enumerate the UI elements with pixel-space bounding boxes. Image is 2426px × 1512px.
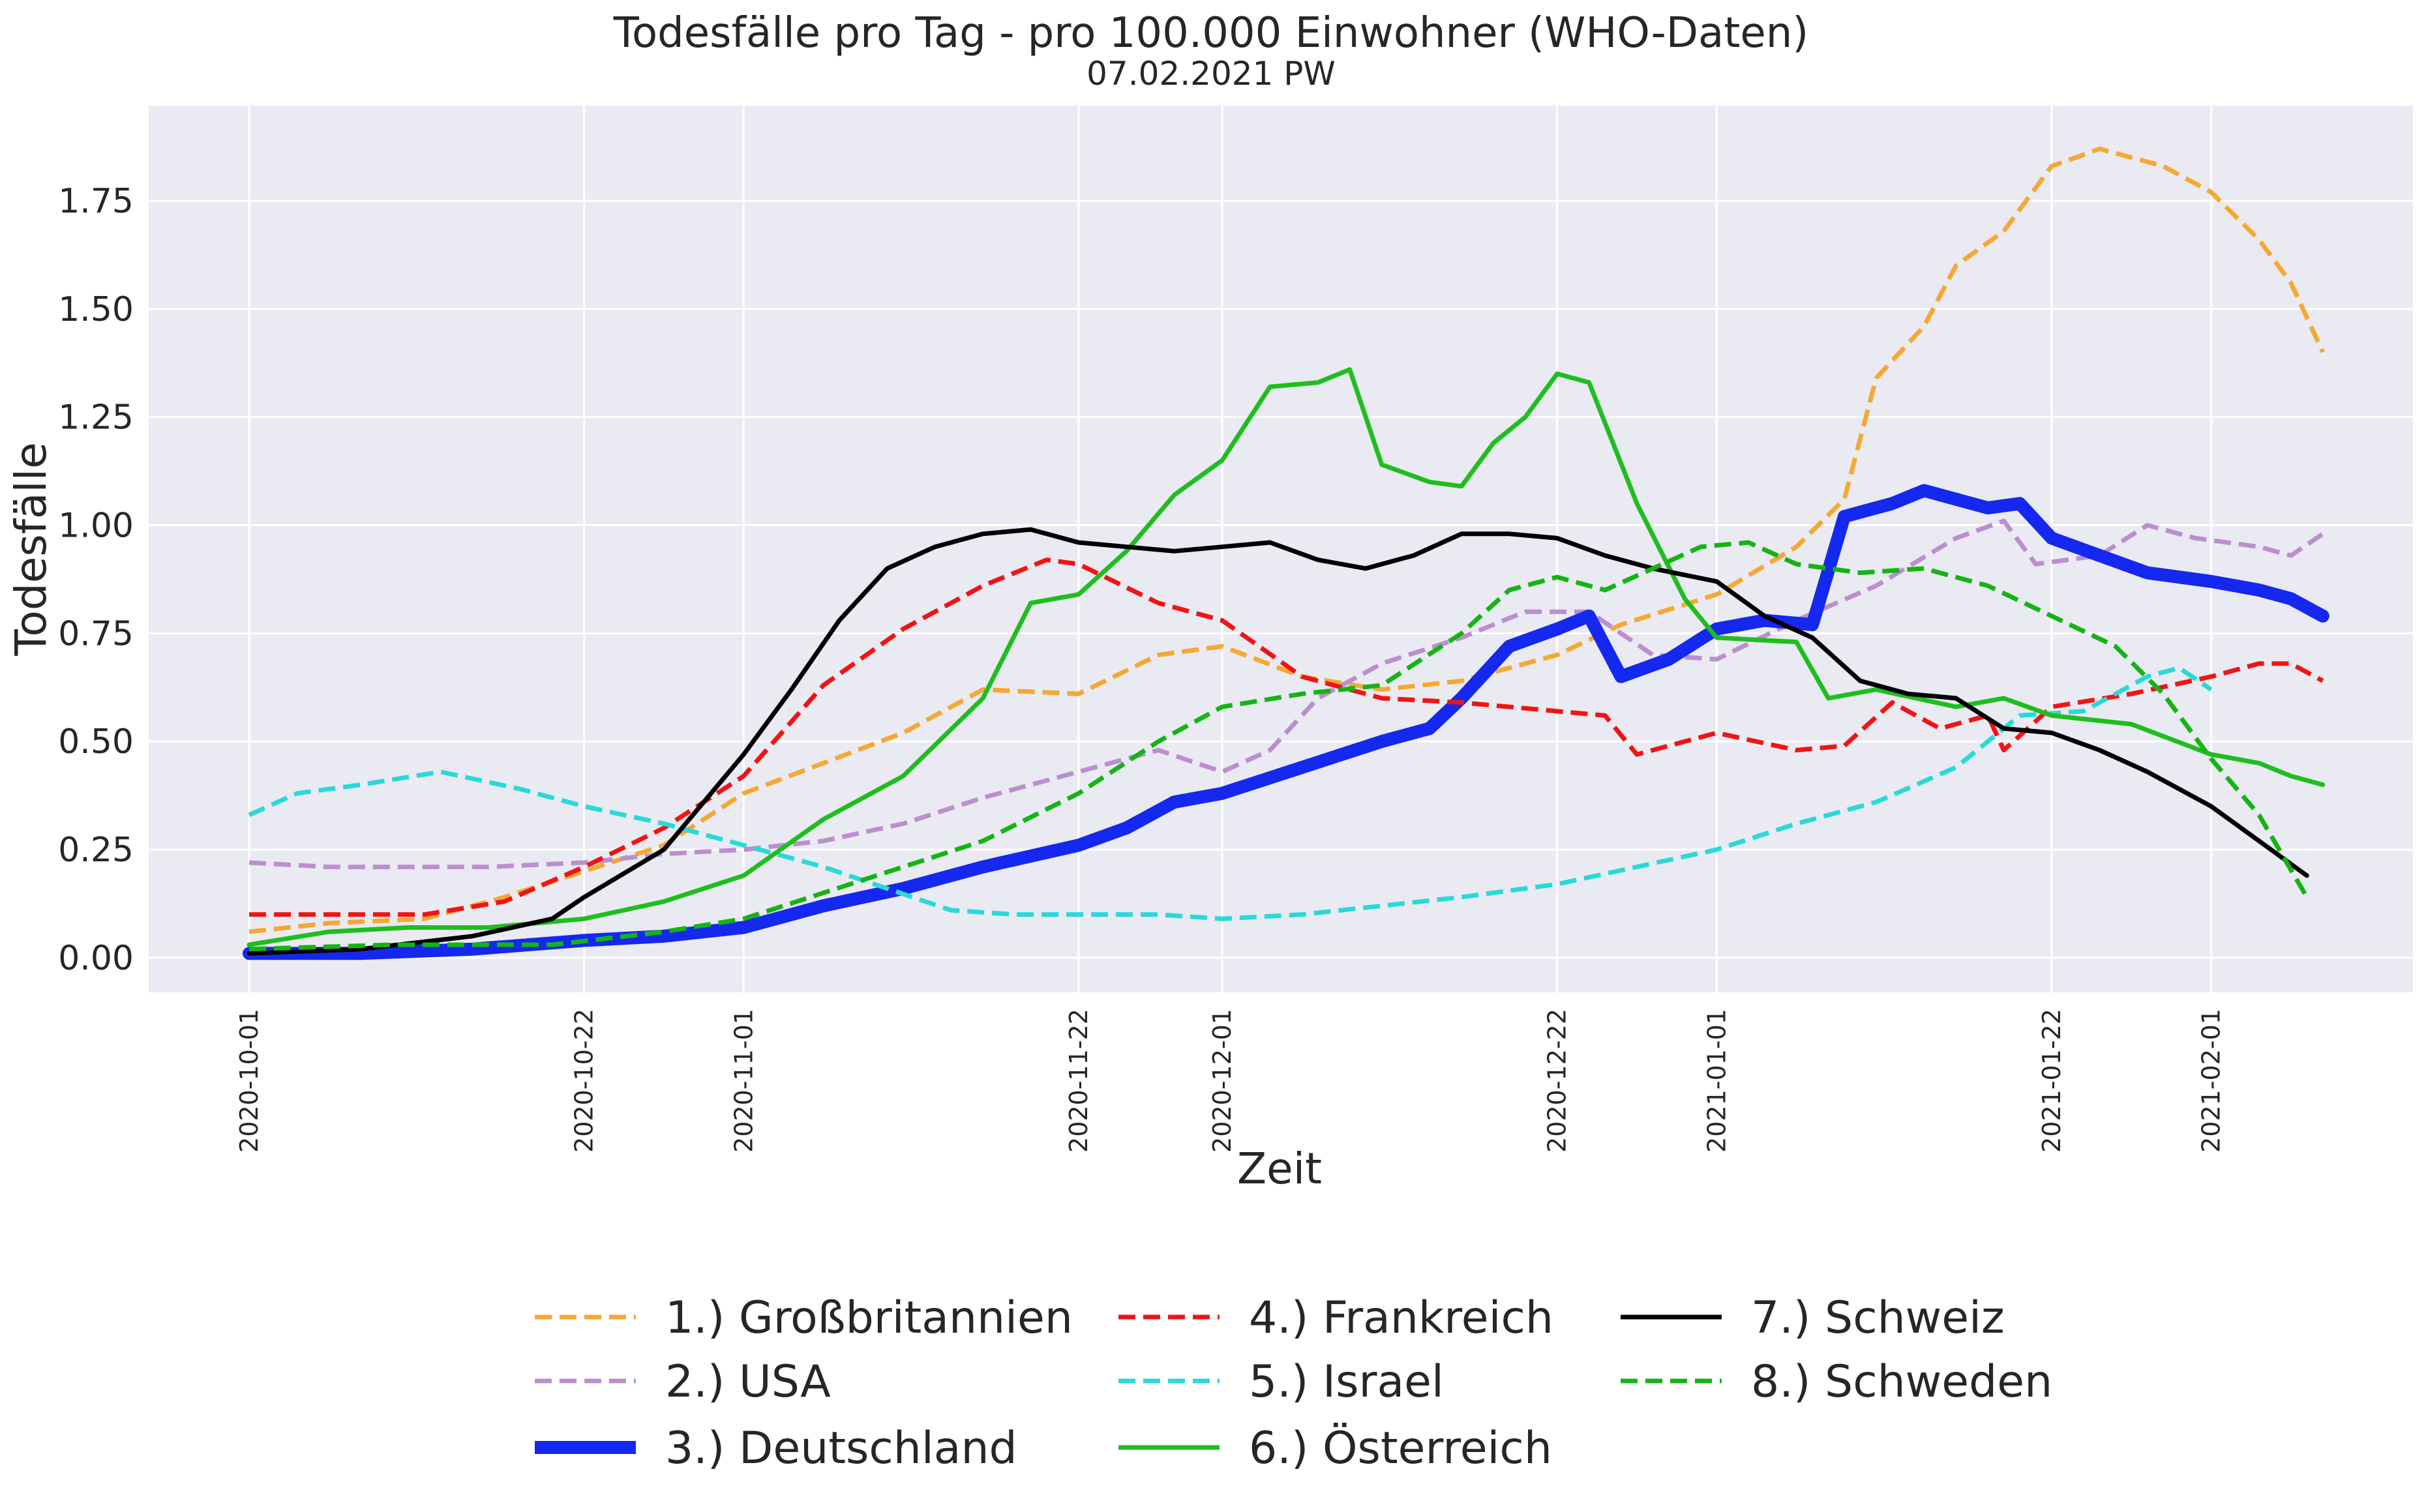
- series-line-4: [249, 557, 2324, 917]
- legend-label: 8.) Schweden: [1751, 1356, 2052, 1408]
- y-tick-label: 1.50: [58, 290, 134, 329]
- x-tick-labels: 2020-10-01 2020-10-22 2020-11-01 2020-11-22…: [235, 1009, 2226, 1153]
- x-tick-label: 2020-12-22: [1543, 1009, 1572, 1153]
- legend-label: 6.) Österreich: [1249, 1423, 1552, 1474]
- x-tick-label: 2021-01-01: [1702, 1009, 1731, 1153]
- series-line-7: [247, 527, 2309, 956]
- legend-label: 5.) Israel: [1249, 1356, 1444, 1408]
- x-tick-label: 2021-02-01: [2197, 1009, 2226, 1153]
- series-line-6: [247, 367, 2326, 947]
- x-tick-label: 2020-11-01: [729, 1009, 758, 1153]
- chart-subtitle: 07.02.2021 PW: [1086, 55, 1336, 93]
- legend-label: 3.) Deutschland: [665, 1423, 1017, 1474]
- x-tick-label: 2020-12-01: [1208, 1009, 1236, 1153]
- y-tick-label: 1.00: [58, 507, 134, 546]
- plot-area: [149, 106, 2413, 992]
- chart-title: Todesfälle pro Tag - pro 100.000 Einwohn…: [613, 9, 1809, 57]
- y-tick-label: 1.75: [58, 182, 134, 221]
- y-tick-label: 0.75: [58, 614, 134, 653]
- series-line-1: [248, 146, 2325, 934]
- legend-label: 2.) USA: [665, 1356, 831, 1408]
- x-tick-label: 2020-10-01: [235, 1009, 263, 1153]
- y-tick-label: 0.00: [58, 939, 134, 978]
- y-tick-label: 0.25: [58, 831, 134, 870]
- legend-label: 4.) Frankreich: [1249, 1292, 1553, 1344]
- y-tick-label: 1.25: [58, 398, 134, 437]
- legend-label: 1.) Großbritannien: [665, 1292, 1073, 1344]
- legend-label: 7.) Schweiz: [1751, 1292, 2005, 1344]
- legend: 1.) Großbritannien 2.) USA 3.) Deutschland…: [535, 1292, 2052, 1474]
- y-tick-label: 0.50: [58, 722, 134, 762]
- y-axis-label: Todesfälle: [6, 442, 56, 656]
- x-tick-label: 2020-11-22: [1064, 1009, 1093, 1153]
- series-line-3: [243, 484, 2329, 960]
- y-tick-labels: 0.00 0.25 0.50 0.75 1.00 1.25 1.50 1.75: [58, 182, 134, 978]
- series-line-8: [248, 540, 2309, 952]
- x-tick-label: 2020-10-22: [570, 1009, 599, 1153]
- grid: [149, 106, 2413, 992]
- x-tick-label: 2021-01-22: [2037, 1009, 2066, 1153]
- x-axis-label: Zeit: [1237, 1144, 1322, 1194]
- series-layer: [243, 146, 2329, 960]
- series-line-5: [248, 665, 2213, 921]
